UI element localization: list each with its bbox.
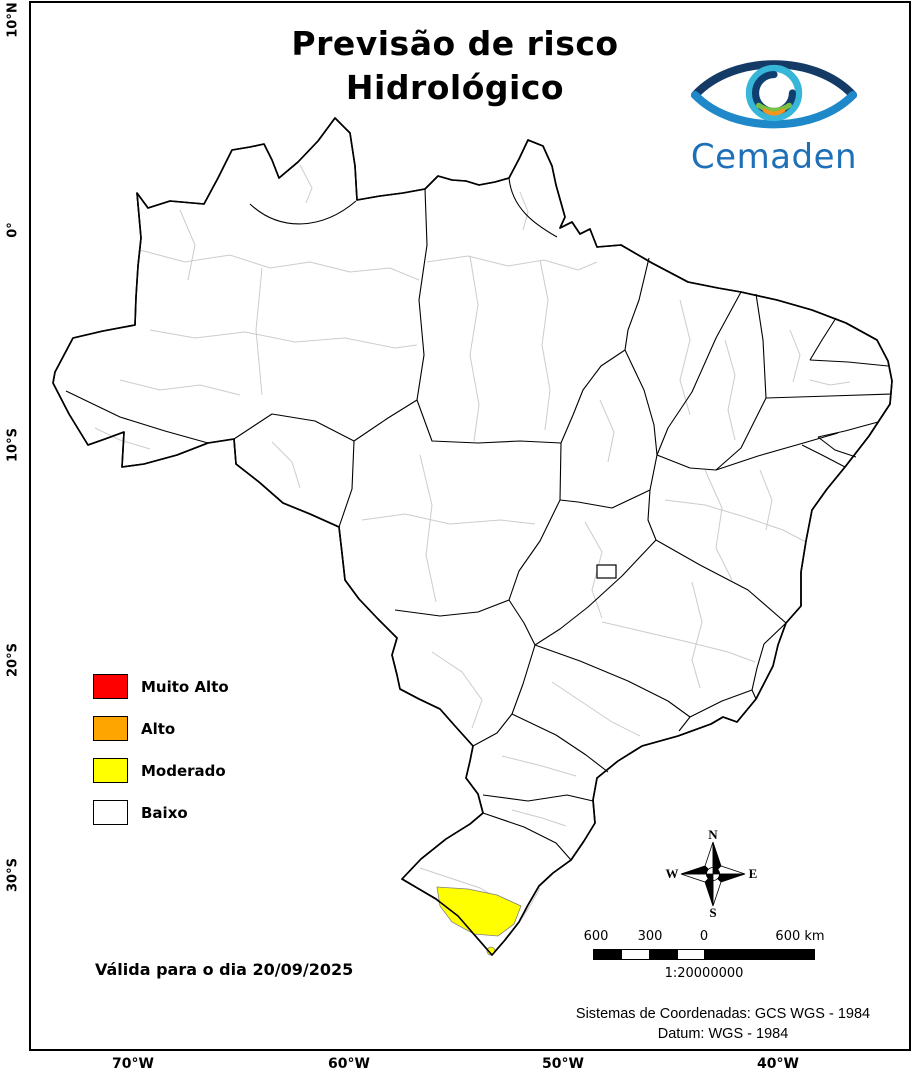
lon-label-70w: 70°W — [112, 1056, 154, 1072]
cemaden-logo: Cemaden — [676, 52, 872, 174]
scale-label-600-left: 600 — [583, 929, 609, 944]
legend-swatch-alto — [93, 716, 128, 741]
legend-label-baixo: Baixo — [141, 803, 188, 822]
legend-item-muito-alto: Muito Alto — [93, 674, 229, 699]
lon-label-50w: 50°W — [542, 1056, 584, 1072]
legend-swatch-moderado — [93, 758, 128, 783]
coordinate-system-line: Sistemas de Coordenadas: GCS WGS - 1984 — [575, 1006, 871, 1022]
moderate-risk-region — [436, 886, 522, 937]
legend-item-alto: Alto — [93, 716, 229, 741]
scale-bar-segment — [594, 950, 622, 959]
page-title: Previsão de risco Hidrológico — [235, 22, 675, 109]
map-frame — [29, 1, 911, 1051]
scale-label-600-right: 600 km — [775, 929, 825, 944]
lat-label-10s: 10°S — [5, 428, 21, 462]
compass-north-label: N — [708, 827, 718, 842]
lon-label-40w: 40°W — [757, 1056, 799, 1072]
lat-label-20s: 20°S — [5, 643, 21, 677]
compass-rose — [680, 841, 746, 907]
legend-label-moderado: Moderado — [141, 761, 226, 780]
risk-legend: Muito Alto Alto Moderado Baixo — [93, 674, 229, 842]
scale-label-300: 300 — [637, 929, 663, 944]
scale-bar — [593, 949, 815, 960]
title-line-1: Previsão de risco — [291, 24, 619, 63]
lat-label-30s: 30°S — [5, 858, 21, 892]
validity-note: Válida para o dia 20/09/2025 — [95, 960, 354, 979]
scale-bar-segment — [705, 950, 814, 959]
legend-item-moderado: Moderado — [93, 758, 229, 783]
brazil-country-outline — [52, 117, 893, 956]
lon-label-60w: 60°W — [328, 1056, 370, 1072]
coordinate-system-note: Sistemas de Coordenadas: GCS WGS - 1984 … — [538, 1005, 908, 1044]
legend-label-muito-alto: Muito Alto — [141, 677, 229, 696]
lat-label-0: 0° — [5, 222, 21, 238]
scale-label-0: 0 — [699, 929, 709, 944]
state-borders — [65, 177, 892, 861]
datum-line: Datum: WGS - 1984 — [657, 1025, 789, 1042]
legend-label-alto: Alto — [141, 719, 176, 738]
legend-swatch-muito-alto — [93, 674, 128, 699]
scale-bar-segment — [622, 950, 650, 959]
scale-bar-segment — [650, 950, 678, 959]
cemaden-eye-icon — [690, 60, 858, 129]
cemaden-logo-text: Cemaden — [690, 137, 858, 177]
compass-west-label: W — [665, 866, 679, 881]
title-line-2: Hidrológico — [345, 67, 565, 107]
distrito-federal-outline — [596, 564, 617, 579]
scale-bar-segment — [678, 950, 705, 959]
subregion-borders — [94, 164, 851, 921]
compass-south-label: S — [709, 905, 717, 920]
legend-item-baixo: Baixo — [93, 800, 229, 825]
legend-swatch-baixo — [93, 800, 128, 825]
compass-east-label: E — [748, 866, 758, 881]
lat-label-10n: 10°N — [5, 2, 21, 38]
scale-ratio: 1:20000000 — [664, 966, 744, 981]
